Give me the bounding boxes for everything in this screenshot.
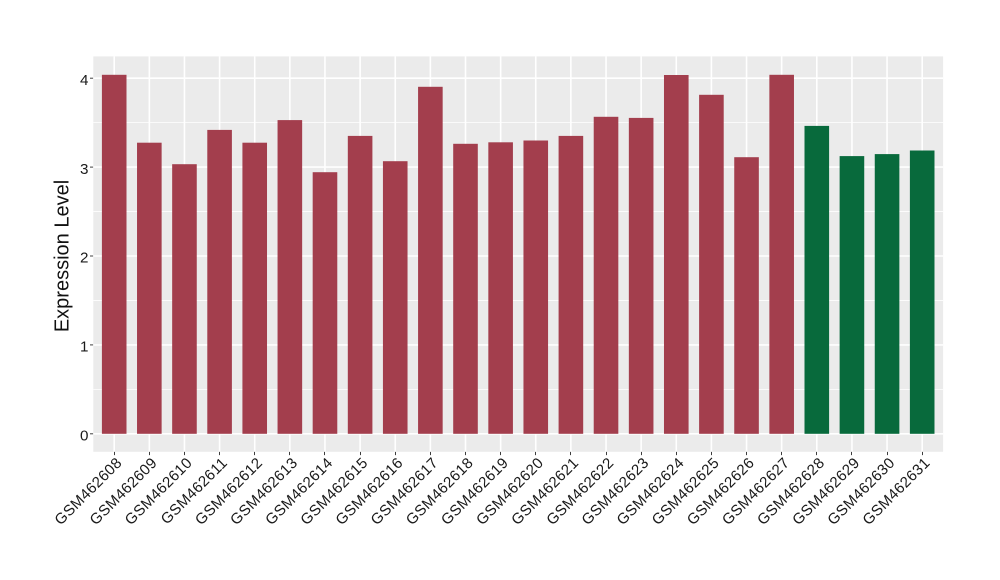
svg-text:2: 2 bbox=[80, 250, 88, 267]
svg-text:4: 4 bbox=[80, 72, 88, 89]
svg-text:Expression Level: Expression Level bbox=[52, 180, 74, 332]
svg-text:3: 3 bbox=[80, 161, 88, 178]
svg-text:0: 0 bbox=[80, 428, 88, 445]
svg-text:1: 1 bbox=[80, 339, 88, 356]
